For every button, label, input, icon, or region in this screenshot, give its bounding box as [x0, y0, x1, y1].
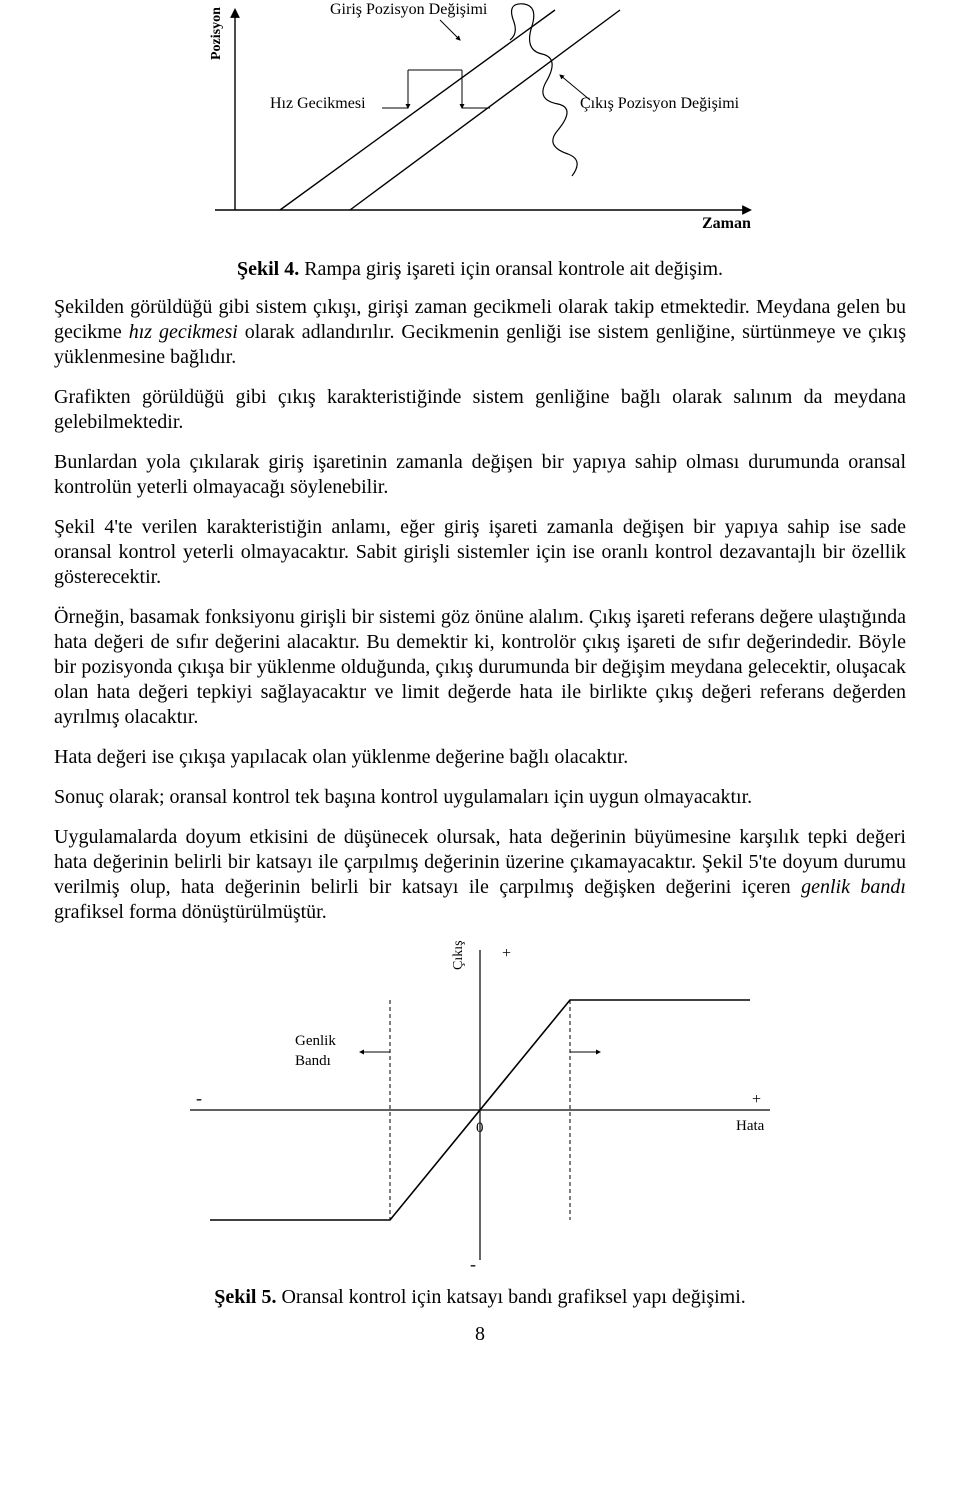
- paragraph-4: Şekil 4'te verilen karakteristiğin anlam…: [54, 515, 906, 590]
- figure-2-caption-text: Oransal kontrol için katsayı bandı grafi…: [276, 1286, 745, 1308]
- paragraph-7: Sonuç olarak; oransal kontrol tek başına…: [54, 785, 906, 810]
- paragraph-1: Şekilden görüldüğü gibi sistem çıkışı, g…: [54, 295, 906, 370]
- svg-text:-: -: [470, 1254, 476, 1274]
- figure-1-ramp-response: Pozisyon Giriş Pozisyon Değişimi Hız Gecik…: [160, 0, 800, 250]
- svg-text:Çıkış: Çıkış: [451, 940, 466, 970]
- svg-text:+: +: [752, 1091, 761, 1108]
- paragraph-6: Hata değeri ise çıkışa yapılacak olan yü…: [54, 745, 906, 770]
- svg-text:-: -: [196, 1088, 202, 1108]
- svg-text:Hız Gecikmesi: Hız Gecikmesi: [270, 95, 366, 112]
- svg-text:Pozisyon: Pozisyon: [209, 7, 224, 60]
- figure-1-caption-text: Rampa giriş işareti için oransal kontrol…: [299, 258, 723, 280]
- figure-2-caption: Şekil 5. Oransal kontrol için katsayı ba…: [54, 1286, 906, 1309]
- svg-text:Hata: Hata: [736, 1118, 765, 1134]
- figure-2-svg: Genlik Bandı Çıkış + - 0 - + Hata: [160, 940, 800, 1280]
- figure-1-caption: Şekil 4. Rampa giriş işareti için oransa…: [54, 258, 906, 281]
- svg-text:+: +: [502, 945, 511, 962]
- paragraph-8: Uygulamalarda doyum etkisini de düşünece…: [54, 825, 906, 925]
- figure-1-caption-bold: Şekil 4.: [237, 258, 299, 280]
- figure-2-caption-bold: Şekil 5.: [214, 1286, 276, 1308]
- figure-2-saturation: Genlik Bandı Çıkış + - 0 - + Hata: [160, 940, 800, 1280]
- svg-text:Zaman: Zaman: [702, 215, 751, 232]
- svg-text:Genlik: Genlik: [295, 1033, 336, 1049]
- page-number: 8: [54, 1323, 906, 1346]
- paragraph-2: Grafikten görüldüğü gibi çıkış karakteri…: [54, 385, 906, 435]
- svg-text:0: 0: [476, 1120, 484, 1136]
- svg-text:Çıkış Pozisyon Değişimi: Çıkış Pozisyon Değişimi: [580, 95, 740, 112]
- figure-1-svg: Pozisyon Giriş Pozisyon Değişimi Hız Gecik…: [160, 0, 800, 250]
- svg-text:Bandı: Bandı: [295, 1053, 331, 1069]
- paragraph-3: Bunlardan yola çıkılarak giriş işaretini…: [54, 450, 906, 500]
- svg-text:Giriş Pozisyon Değişimi: Giriş Pozisyon Değişimi: [330, 1, 488, 18]
- paragraph-5: Örneğin, basamak fonksiyonu girişli bir …: [54, 605, 906, 730]
